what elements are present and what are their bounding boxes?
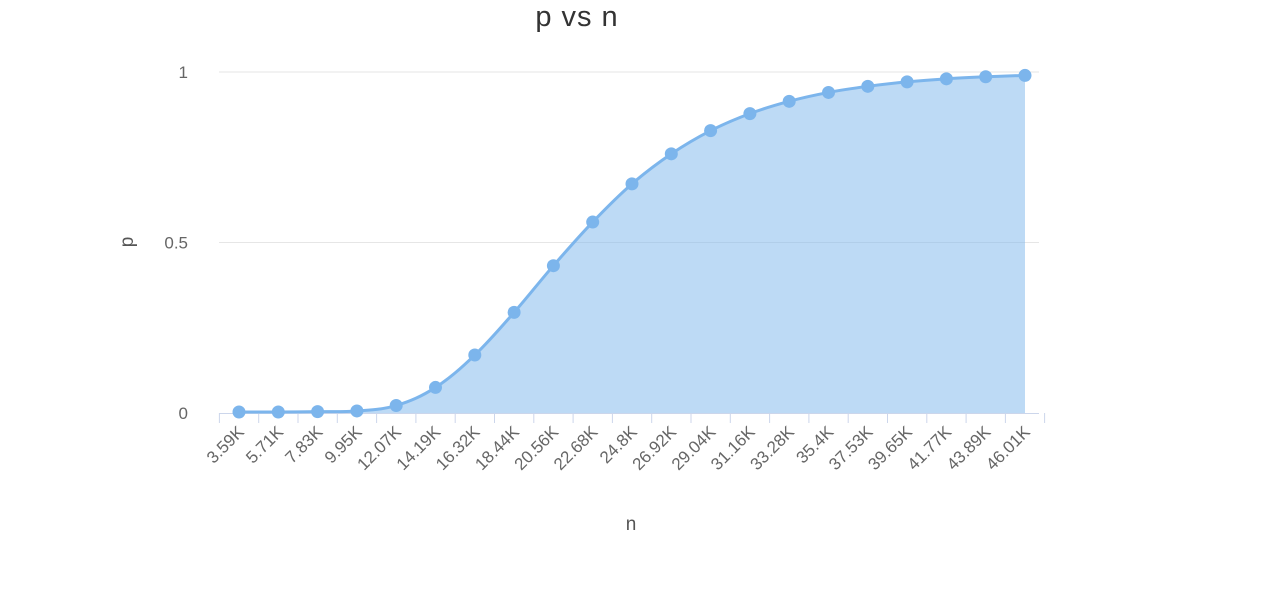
data-point — [311, 405, 325, 419]
data-point — [861, 79, 875, 93]
data-point — [389, 398, 403, 412]
x-tick-label: 3.59K — [203, 422, 248, 467]
y-tick-label: 0 — [179, 404, 188, 423]
data-point — [429, 380, 442, 394]
data-point — [704, 124, 718, 138]
y-tick-label: 0.5 — [164, 234, 188, 253]
x-tick-label: 5.71K — [242, 422, 287, 467]
data-point — [468, 348, 482, 362]
x-tick-label: 33.28K — [746, 422, 798, 474]
data-point — [625, 177, 639, 191]
x-tick-label: 46.01K — [982, 422, 1034, 474]
data-point — [350, 404, 364, 418]
chart-title: p vs n — [535, 1, 618, 33]
point-layer — [232, 68, 1032, 419]
data-point — [979, 70, 993, 84]
x-tick-label: 7.83K — [282, 422, 327, 467]
data-point — [664, 147, 678, 161]
data-point — [271, 405, 285, 419]
y-tick-label: 1 — [179, 63, 188, 82]
data-point — [782, 94, 796, 108]
data-point — [900, 75, 914, 89]
y-axis-title: p — [117, 237, 138, 248]
data-point — [546, 259, 560, 273]
x-tick-label: 22.68K — [550, 422, 602, 474]
data-point — [1018, 68, 1032, 82]
data-point — [232, 405, 246, 419]
data-point — [586, 215, 600, 229]
data-point — [743, 107, 757, 121]
x-axis-title: n — [626, 514, 637, 535]
y-tick-labels: 00.51 — [164, 63, 188, 423]
area-layer — [239, 75, 1025, 413]
data-point — [507, 305, 521, 319]
data-point — [822, 85, 835, 99]
data-point — [939, 72, 953, 86]
series-area — [239, 75, 1025, 413]
x-tick-labels: 3.59K5.71K7.83K9.95K12.07K14.19K16.32K18… — [203, 422, 1034, 474]
